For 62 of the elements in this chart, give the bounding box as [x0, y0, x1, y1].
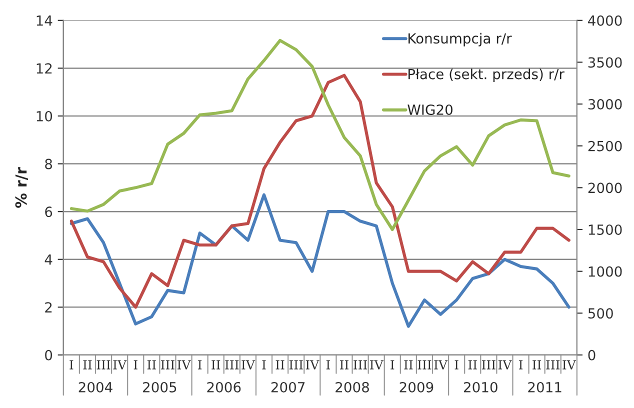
- x-tick-label: IV: [434, 360, 448, 370]
- y-tick-label: 6: [45, 206, 52, 218]
- x-tick-label: II: [83, 360, 92, 370]
- x-tick-label: II: [147, 360, 156, 370]
- y-tick-label: 14: [36, 16, 52, 26]
- x-tick-label: II: [532, 360, 542, 370]
- x-tick-label: III: [546, 360, 560, 370]
- y-tick-label: 0: [45, 350, 52, 360]
- y2-tick-label: 3500: [588, 57, 622, 68]
- legend-label: Płace (sekt. przeds) r/r: [408, 68, 564, 82]
- text: 2006: [207, 382, 241, 392]
- y2-tick-label: 0: [588, 350, 596, 360]
- x-tick-label: III: [160, 360, 174, 370]
- x-tick-label: IV: [242, 360, 256, 370]
- y-tick-label: 4: [44, 254, 52, 265]
- text: 2005: [143, 382, 176, 392]
- y2-tick-label: 1000: [588, 266, 622, 277]
- text: 2008: [336, 382, 369, 392]
- legend-label: Konsumpcja r/r: [408, 32, 512, 46]
- x-tick-label: I: [518, 360, 523, 370]
- y2-tick-label: 4000: [588, 15, 622, 26]
- x-tick-label: III: [225, 360, 239, 370]
- y-tick-label: 10: [36, 110, 52, 122]
- x-tick-label: IV: [306, 360, 320, 370]
- x-tick-label: IV: [498, 360, 512, 370]
- x-tick-label: I: [454, 360, 458, 370]
- x-tick-label: I: [70, 360, 74, 370]
- text: 2004: [78, 382, 112, 392]
- y2-tick-label: 2500: [588, 140, 622, 152]
- x-tick-label: I: [198, 360, 202, 370]
- x-tick-label: IV: [370, 360, 384, 370]
- y-tick-label: 2: [45, 302, 52, 312]
- x-tick-label: I: [262, 360, 266, 370]
- x-tick-label: III: [418, 360, 432, 370]
- y-tick-label: 12: [36, 63, 52, 74]
- x-tick-label: IV: [562, 360, 576, 370]
- x-tick-label: III: [482, 360, 496, 370]
- x-tick-label: II: [340, 360, 348, 370]
- text: 2007: [271, 382, 305, 392]
- x-tick-label: II: [468, 360, 477, 370]
- text: 2010: [464, 382, 498, 392]
- legend-label: WIG20: [408, 104, 452, 115]
- text: 2011: [528, 382, 562, 392]
- x-tick-label: II: [276, 360, 284, 370]
- x-tick-label: IV: [177, 360, 191, 370]
- line-series: [70, 193, 570, 328]
- x-tick-label: III: [96, 360, 110, 370]
- y-axis-title: % r/r: [15, 167, 28, 208]
- x-tick-label: IV: [113, 360, 127, 370]
- y-tick-label: 8: [45, 158, 52, 170]
- x-tick-label: III: [289, 360, 303, 370]
- y2-tick-label: 500: [588, 308, 613, 319]
- text: 2009: [400, 382, 434, 392]
- y2-tick-label: 3000: [588, 99, 622, 110]
- x-tick-label: III: [354, 360, 368, 370]
- y2-tick-label: 1500: [588, 224, 622, 235]
- y2-tick-label: 2000: [588, 182, 622, 194]
- x-tick-label: I: [134, 360, 138, 370]
- x-tick-label: I: [326, 360, 330, 370]
- x-tick-label: I: [390, 360, 394, 370]
- x-tick-label: II: [212, 360, 220, 370]
- x-tick-label: II: [404, 360, 413, 370]
